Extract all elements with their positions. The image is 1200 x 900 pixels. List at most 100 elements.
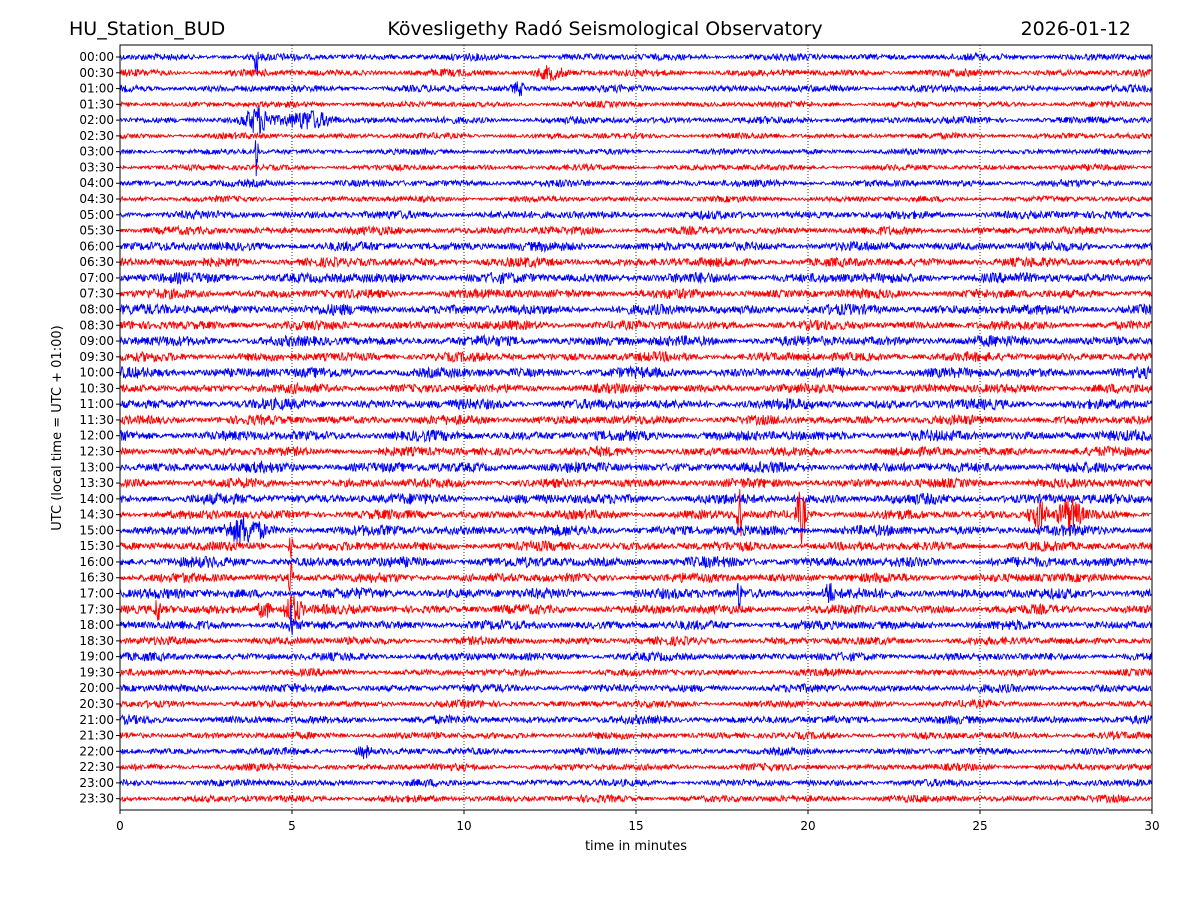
trace-0500 (119, 209, 1152, 221)
trace-0800 (119, 302, 1152, 316)
trace-0000 (119, 51, 1152, 76)
y-tick-label-2300: 23:00 (79, 776, 114, 790)
y-tick-label-0700: 07:00 (79, 271, 114, 285)
trace-2200 (119, 745, 1152, 760)
y-tick-label-1700: 17:00 (79, 587, 114, 601)
y-tick-label-0430: 04:30 (79, 192, 114, 206)
y-tick-label-0900: 09:00 (79, 334, 114, 348)
y-tick-label-0730: 07:30 (79, 287, 114, 301)
y-tick-label-1030: 10:30 (79, 381, 114, 395)
trace-1700 (119, 582, 1152, 610)
trace-2300 (119, 777, 1152, 789)
y-tick-label-1300: 13:00 (79, 460, 114, 474)
trace-1500 (119, 515, 1152, 544)
y-tick-label-2030: 20:30 (79, 697, 114, 711)
x-tick-label-25: 25 (972, 819, 987, 833)
y-tick-label-0030: 00:30 (79, 66, 114, 80)
x-tick-label-5: 5 (288, 819, 296, 833)
trace-0400 (119, 177, 1152, 189)
y-tick-label-1500: 15:00 (79, 523, 114, 537)
x-tick-label-20: 20 (800, 819, 815, 833)
y-axis-label: UTC (local time = UTC + 01:00) (50, 325, 65, 530)
y-tick-label-0930: 09:30 (79, 350, 114, 364)
trace-0700 (119, 271, 1152, 286)
trace-0600 (119, 240, 1152, 254)
chart-date: 2026-01-12 (1021, 18, 1131, 40)
y-tick-label-1330: 13:30 (79, 476, 114, 490)
y-tick-label-0330: 03:30 (79, 160, 114, 174)
trace-1430 (119, 489, 1152, 545)
trace-0300 (119, 140, 1152, 177)
trace-1030 (119, 381, 1152, 395)
trace-1330 (119, 476, 1152, 490)
trace-0930 (119, 350, 1152, 364)
trace-1530 (119, 537, 1152, 559)
trace-0100 (119, 81, 1152, 97)
x-axis-label: time in minutes (585, 839, 687, 854)
y-tick-label-0830: 08:30 (79, 318, 114, 332)
y-tick-label-0400: 04:00 (79, 176, 114, 190)
y-tick-label-0600: 06:00 (79, 239, 114, 253)
trace-0030 (119, 65, 1152, 82)
y-tick-label-0100: 01:00 (79, 82, 114, 96)
y-tick-label-2330: 23:30 (79, 792, 114, 806)
y-tick-label-0800: 08:00 (79, 302, 114, 316)
trace-1300 (119, 460, 1152, 475)
trace-0900 (119, 333, 1152, 348)
trace-1800 (119, 604, 1152, 636)
y-tick-label-0130: 01:30 (79, 97, 114, 111)
y-tick-label-2100: 21:00 (79, 713, 114, 727)
trace-1130 (119, 413, 1152, 427)
trace-2030 (119, 698, 1152, 710)
y-tick-label-1200: 12:00 (79, 429, 114, 443)
y-tick-label-0500: 05:00 (79, 208, 114, 222)
y-tick-label-1100: 11:00 (79, 397, 114, 411)
y-tick-label-0300: 03:00 (79, 145, 114, 159)
trace-1930 (119, 667, 1152, 678)
y-tick-label-1400: 14:00 (79, 492, 114, 506)
trace-0230 (119, 131, 1152, 141)
y-tick-label-2230: 22:30 (79, 760, 114, 774)
y-tick-label-2130: 21:30 (79, 729, 114, 743)
trace-1000 (119, 364, 1152, 380)
y-tick-label-1800: 18:00 (79, 618, 114, 632)
trace-2100 (119, 713, 1152, 726)
y-tick-label-0530: 05:30 (79, 224, 114, 238)
y-tick-label-1900: 19:00 (79, 650, 114, 664)
trace-0530 (119, 224, 1152, 237)
y-tick-label-0230: 02:30 (79, 129, 114, 143)
trace-1630 (119, 562, 1152, 592)
y-tick-label-0630: 06:30 (79, 255, 114, 269)
trace-1400 (119, 491, 1152, 506)
y-tick-label-1000: 10:00 (79, 366, 114, 380)
station-label: HU_Station_BUD (69, 18, 225, 40)
trace-2230 (119, 761, 1152, 773)
trace-1730 (119, 594, 1152, 625)
trace-0730 (119, 287, 1152, 300)
trace-2130 (119, 730, 1152, 741)
trace-1100 (119, 396, 1152, 411)
y-tick-label-2200: 22:00 (79, 744, 114, 758)
y-tick-label-1730: 17:30 (79, 602, 114, 616)
y-tick-label-2000: 20:00 (79, 681, 114, 695)
y-tick-label-1430: 14:30 (79, 508, 114, 522)
trace-2000 (119, 683, 1152, 695)
y-tick-label-1230: 12:30 (79, 445, 114, 459)
y-tick-label-0000: 00:00 (79, 50, 114, 64)
y-tick-label-1600: 16:00 (79, 555, 114, 569)
trace-0200 (119, 106, 1152, 135)
y-tick-label-1530: 15:30 (79, 539, 114, 553)
trace-1830 (119, 635, 1152, 648)
trace-0130 (119, 99, 1152, 109)
trace-1900 (119, 650, 1152, 663)
x-tick-label-0: 0 (116, 819, 124, 833)
trace-0830 (119, 318, 1152, 332)
trace-0330 (119, 162, 1152, 173)
trace-layer (119, 51, 1152, 805)
trace-0630 (119, 255, 1152, 269)
trace-0430 (119, 194, 1152, 204)
y-tick-label-1830: 18:30 (79, 634, 114, 648)
x-tick-label-15: 15 (628, 819, 643, 833)
